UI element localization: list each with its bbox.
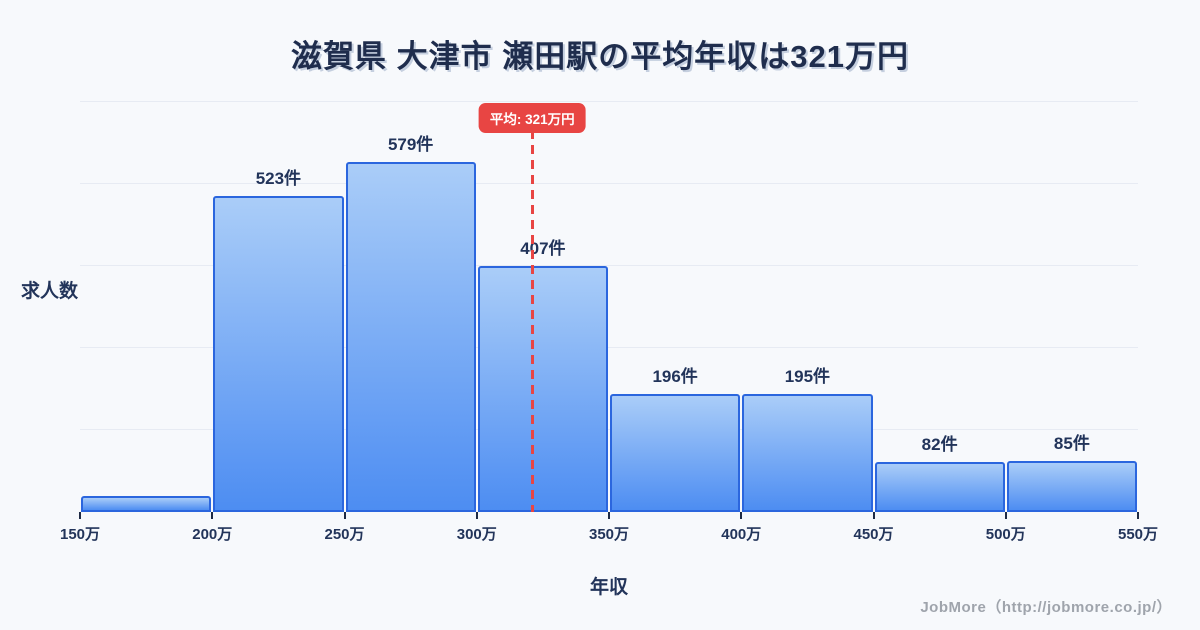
x-tick-label: 300万 — [456, 526, 497, 543]
x-tick-label: 200万 — [192, 526, 233, 543]
bar — [213, 195, 344, 512]
x-tick-label: 450万 — [853, 526, 894, 543]
x-tick-label: 550万 — [1117, 526, 1159, 543]
x-axis-tick — [1137, 512, 1139, 519]
x-tick-label: 400万 — [721, 526, 762, 543]
footer-credit: JobMore（http://jobmore.co.jp/） — [920, 599, 1172, 616]
x-axis-tick — [475, 512, 478, 519]
average-line — [530, 130, 534, 512]
x-tick-label: 150万 — [59, 526, 101, 543]
gridline — [80, 183, 1138, 184]
y-axis-label: 求人数 — [21, 281, 79, 302]
gridline — [80, 347, 1138, 348]
x-axis-tick — [211, 512, 214, 519]
bar — [81, 496, 212, 512]
bar — [610, 393, 741, 512]
gridline — [80, 265, 1138, 266]
bar — [874, 462, 1005, 512]
x-axis-label: 年収 — [589, 577, 628, 598]
bar-value-label: 82件 — [921, 435, 958, 455]
chart-title: 滋賀県 大津市 瀬田駅の平均年収は321万円 — [291, 39, 909, 74]
x-axis-tick — [740, 512, 743, 519]
x-axis-tick — [79, 512, 81, 519]
bar-value-label: 196件 — [652, 366, 698, 386]
bar-value-label: 85件 — [1053, 433, 1090, 453]
x-axis-tick — [872, 512, 875, 519]
bar-value-label: 579件 — [387, 135, 434, 154]
bar-value-label: 523件 — [255, 168, 302, 188]
bar — [742, 394, 873, 512]
bar — [345, 162, 476, 512]
bar — [477, 265, 608, 512]
x-tick-label: 500万 — [985, 526, 1026, 543]
plot-area: 523件 579件 407件 196件 195件 82件 85件 150万 200万 250万 30… — [60, 101, 1158, 543]
gridline — [80, 101, 1138, 102]
gridline — [80, 429, 1138, 430]
bar — [1006, 460, 1137, 512]
x-tick-label: 250万 — [324, 526, 365, 543]
bar-value-label: 407件 — [520, 238, 566, 258]
bar-value-label: 195件 — [784, 367, 831, 387]
x-axis-tick — [343, 512, 346, 519]
x-axis-tick — [1004, 512, 1007, 519]
x-axis-tick — [608, 512, 610, 519]
average-badge: 平均: 321万円 — [478, 103, 586, 133]
x-tick-label: 350万 — [588, 526, 630, 543]
